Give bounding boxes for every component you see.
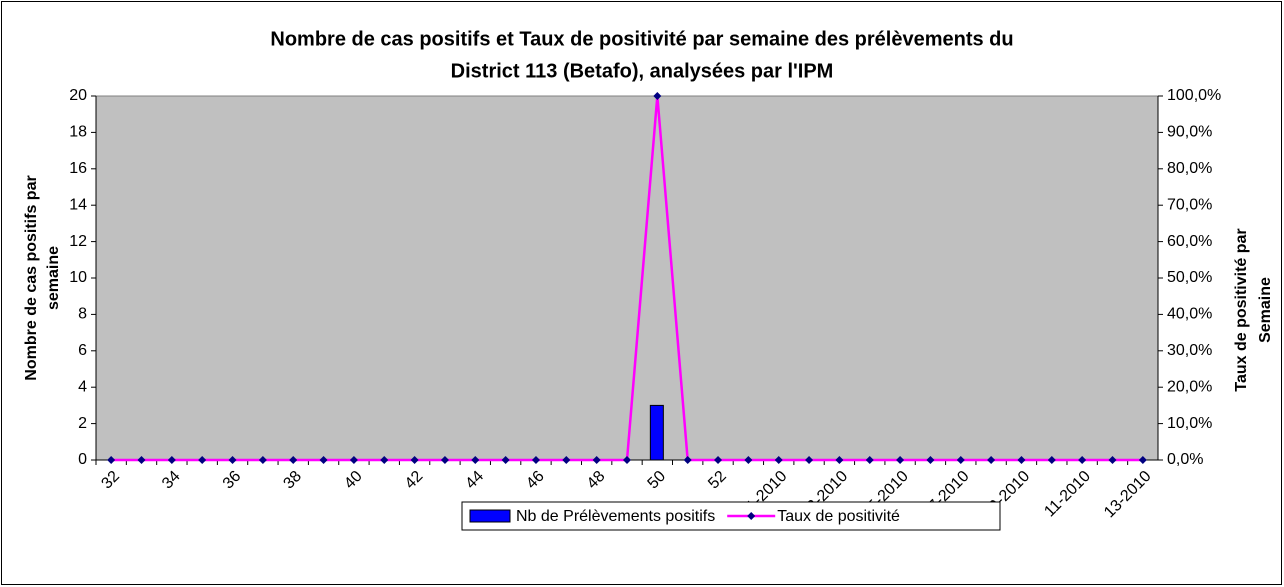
marker (380, 456, 389, 464)
marker (896, 456, 905, 464)
y2-tick-label: 40,0% (1167, 306, 1212, 323)
y2-tick-label: 10,0% (1167, 415, 1212, 432)
marker (440, 456, 449, 464)
marker (531, 456, 540, 464)
marker (744, 456, 753, 464)
marker (349, 456, 358, 464)
marker (653, 92, 662, 100)
marker (410, 456, 419, 464)
bar (649, 404, 664, 461)
y-tick-label: 16 (69, 160, 87, 177)
y2-tick-label: 90,0% (1167, 124, 1212, 141)
y-tick-label: 10 (69, 269, 87, 286)
marker (1078, 456, 1087, 464)
chart-title: District 113 (Betafo), analysées par l'I… (451, 60, 834, 82)
marker (683, 456, 692, 464)
marker (956, 456, 965, 464)
marker (258, 456, 267, 464)
y2-axis-title: Taux de positivité par (1233, 228, 1250, 391)
marker (865, 456, 874, 464)
y-tick-label: 12 (69, 233, 87, 250)
y2-tick-label: 50,0% (1167, 269, 1212, 286)
y-tick-label: 6 (78, 342, 87, 359)
marker (592, 456, 601, 464)
marker (1017, 456, 1026, 464)
legend-label: Taux de positivité (777, 508, 900, 525)
y-tick-label: 20 (69, 87, 87, 104)
y-axis-title: semaine (45, 246, 62, 310)
y-tick-label: 4 (78, 378, 87, 395)
y2-tick-label: 100,0% (1167, 87, 1221, 104)
marker (198, 456, 207, 464)
marker (987, 456, 996, 464)
legend-marker (747, 512, 756, 520)
marker (774, 456, 783, 464)
marker (471, 456, 480, 464)
y2-tick-label: 0,0% (1167, 451, 1203, 468)
legend-label: Nb de Prélèvements positifs (516, 508, 715, 525)
y-tick-label: 0 (78, 451, 87, 468)
y-tick-label: 8 (78, 306, 87, 323)
marker (1138, 456, 1147, 464)
marker (228, 456, 237, 464)
y-axis-title: Nombre de cas positifs par (23, 175, 40, 380)
y2-tick-label: 80,0% (1167, 160, 1212, 177)
y-tick-label: 14 (69, 196, 87, 213)
marker (926, 456, 935, 464)
marker (167, 456, 176, 464)
marker (1047, 456, 1056, 464)
marker (623, 456, 631, 464)
marker (562, 456, 571, 464)
legend-swatch (469, 509, 511, 523)
y-tick-label: 2 (78, 415, 87, 432)
marker (835, 456, 844, 464)
marker (714, 456, 723, 464)
marker (805, 456, 814, 464)
marker (137, 456, 146, 464)
marker (501, 456, 510, 464)
y2-tick-label: 30,0% (1167, 342, 1212, 359)
chart-title: Nombre de cas positifs et Taux de positi… (270, 28, 1013, 50)
y-tick-label: 18 (69, 124, 87, 141)
y2-tick-label: 20,0% (1167, 378, 1212, 395)
marker (289, 456, 298, 464)
marker (1108, 456, 1117, 464)
marker (319, 456, 328, 464)
y2-tick-label: 60,0% (1167, 233, 1212, 250)
y2-axis-title: Semaine (1257, 277, 1274, 343)
y2-tick-label: 70,0% (1167, 196, 1212, 213)
plot-area (95, 95, 1159, 461)
marker (107, 456, 116, 464)
